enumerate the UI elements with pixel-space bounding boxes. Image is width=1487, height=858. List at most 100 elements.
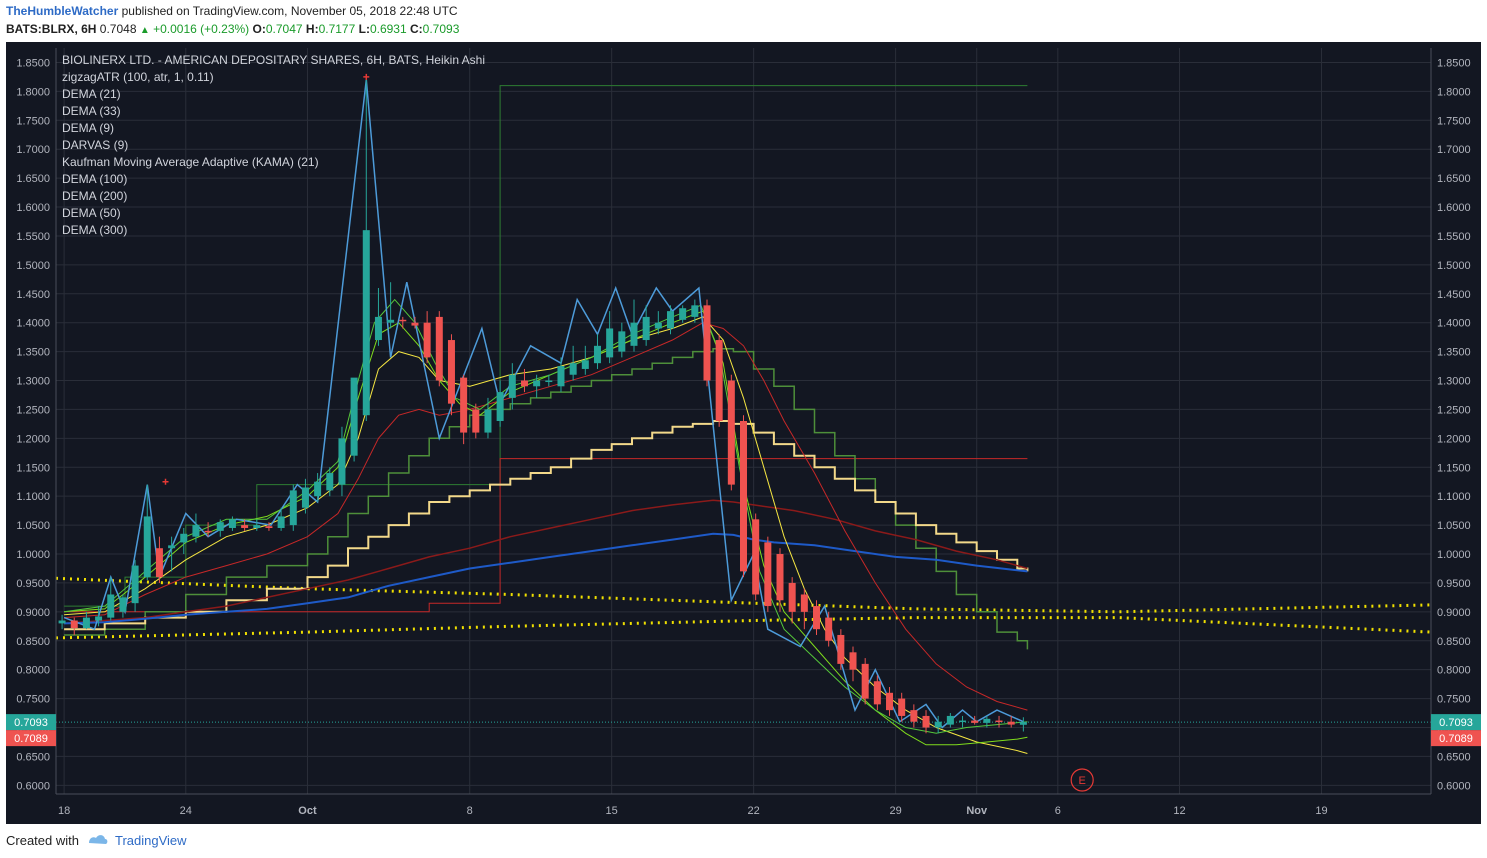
y-tick-label-left: 1.5000 (16, 260, 50, 272)
candles (58, 73, 1027, 734)
y-tick-label-left: 0.6000 (16, 780, 50, 792)
candle-body (350, 377, 358, 456)
candle-body (82, 617, 90, 629)
candle-body (630, 322, 638, 346)
candle-body (715, 340, 723, 421)
candle-body (776, 554, 784, 601)
x-tick-label: 15 (606, 805, 618, 817)
tradingview-logo-icon (87, 832, 109, 849)
y-tick-label-right: 1.0000 (1437, 549, 1471, 561)
candle-body (886, 692, 894, 711)
publish-header: TheHumbleWatcher published on TradingVie… (6, 4, 458, 18)
y-tick-label-left: 0.6500 (16, 751, 50, 763)
candle-body (691, 305, 699, 317)
candle-body (545, 380, 553, 383)
candle-body (496, 392, 504, 421)
candle-body (326, 473, 334, 491)
high-value: 0.7177 (318, 22, 356, 36)
last-price-label-right: 0.7093 (1439, 717, 1473, 729)
candle-body (971, 720, 979, 723)
candle-body (1019, 722, 1027, 725)
y-tick-label-right: 1.7500 (1437, 115, 1471, 127)
candle-body (423, 322, 431, 358)
symbol-header: BATS:BLRX, 6H 0.7048 ▲ +0.0016 (+0.23%) … (6, 22, 459, 36)
dema50-line (64, 532, 1028, 625)
candle-body (265, 526, 273, 528)
candle-body (813, 606, 821, 630)
y-tick-label-right: 0.8500 (1437, 636, 1471, 648)
candle-body (70, 620, 78, 629)
candle-body (861, 663, 869, 699)
low-value: 0.6931 (369, 22, 407, 36)
candle-body (411, 322, 419, 326)
created-with-label: Created with (6, 833, 79, 848)
candle-body (508, 374, 516, 398)
candle-body (873, 681, 881, 705)
candle-body (557, 366, 565, 387)
legend-entry: Kaufman Moving Average Adaptive (KAMA) (… (62, 155, 319, 169)
x-tick-label: Oct (298, 805, 317, 817)
candle-body (593, 345, 601, 364)
price-change: +0.0016 (+0.23%) (153, 22, 250, 36)
y-tick-label-left: 1.3000 (16, 376, 50, 388)
close-value: 0.7093 (422, 22, 460, 36)
y-tick-label-right: 1.7000 (1437, 144, 1471, 156)
x-tick-label: 24 (180, 805, 192, 817)
last-price2-label-left: 0.7089 (14, 733, 48, 745)
candle-body (581, 360, 589, 369)
y-tick-label-left: 0.9000 (16, 607, 50, 619)
candle-body (460, 377, 468, 433)
candle-body (155, 548, 163, 578)
candle-body (277, 516, 285, 528)
y-tick-label-left: 1.8000 (16, 86, 50, 98)
candle-body (679, 308, 687, 320)
y-tick-label-right: 1.0500 (1437, 520, 1471, 532)
y-tick-label-right: 1.1500 (1437, 462, 1471, 474)
candle-body (168, 545, 176, 549)
legend-entry: DEMA (21) (62, 87, 121, 101)
candle-body (253, 525, 261, 528)
high-label: H: (305, 22, 319, 36)
dema100-step-line (64, 420, 1029, 631)
legend-entry: DEMA (200) (62, 189, 127, 203)
author-link[interactable]: TheHumbleWatcher (6, 4, 119, 18)
candle-body (1007, 721, 1015, 725)
y-tick-label-right: 1.1000 (1437, 491, 1471, 503)
candle-body (95, 616, 103, 621)
candle-body (849, 652, 857, 670)
low-label: L: (358, 22, 370, 36)
candle-body (58, 620, 66, 624)
x-tick-label: 12 (1173, 805, 1185, 817)
candle-body (399, 319, 407, 322)
tradingview-link[interactable]: TradingView (114, 833, 187, 848)
axes: 1.8500 1.8500 1.8000 1.8000 1.7500 1.7500 1.70… (6, 48, 1481, 817)
candle-body (362, 230, 370, 416)
candle-body (228, 519, 236, 528)
candle-body (727, 380, 735, 485)
y-tick-label-left: 0.8000 (16, 665, 50, 677)
earnings-marker-label: E (1079, 775, 1086, 787)
chart-area[interactable]: 1.8500 1.8500 1.8000 1.8000 1.7500 1.7500 1.70… (6, 42, 1481, 824)
candle-body (192, 525, 200, 537)
y-tick-label-right: 0.6500 (1437, 751, 1471, 763)
candle-body (484, 409, 492, 433)
candle-body (569, 363, 577, 375)
y-tick-label-left: 1.4500 (16, 289, 50, 301)
candle-body (241, 525, 249, 528)
kama-line (64, 322, 1028, 711)
candle-body (119, 597, 127, 612)
close-label: C: (410, 22, 423, 36)
candle-body (520, 380, 528, 387)
candle-body (788, 582, 796, 612)
legend-entry: zigzagATR (100, atr, 1, 0.11) (62, 70, 214, 84)
y-tick-label-right: 1.5500 (1437, 231, 1471, 243)
price-chart[interactable]: 1.8500 1.8500 1.8000 1.8000 1.7500 1.7500 1.70… (6, 42, 1481, 824)
y-tick-label-right: 1.6500 (1437, 173, 1471, 185)
zigzag-line (63, 79, 1024, 729)
candle-body (946, 715, 954, 725)
y-tick-label-left: 1.7500 (16, 115, 50, 127)
candle-body (131, 565, 139, 604)
x-tick-label: 22 (748, 805, 760, 817)
candle-body (143, 516, 151, 578)
y-tick-label-right: 1.3000 (1437, 376, 1471, 388)
